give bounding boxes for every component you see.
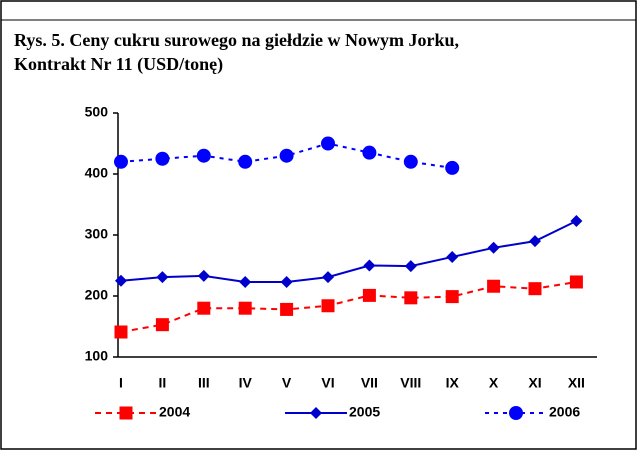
marker xyxy=(280,275,293,288)
marker xyxy=(239,275,252,288)
marker xyxy=(362,288,376,302)
x-tick-label: IX xyxy=(446,375,460,391)
marker xyxy=(404,260,417,273)
marker xyxy=(310,407,322,419)
marker xyxy=(280,302,294,316)
marker xyxy=(322,271,334,284)
marker xyxy=(115,274,127,287)
marker xyxy=(529,235,541,248)
marker xyxy=(197,301,211,315)
series-line xyxy=(120,142,453,169)
marker xyxy=(156,271,169,284)
marker xyxy=(445,290,459,304)
x-tick-label: VIII xyxy=(400,375,421,391)
marker xyxy=(362,145,377,160)
x-tick-label: VI xyxy=(321,375,334,391)
marker xyxy=(196,148,211,163)
marker xyxy=(569,275,583,289)
marker xyxy=(509,406,523,420)
y-tick-label: 500 xyxy=(85,104,109,120)
chart-title: Rys. 5. Ceny cukru surowego na giełdzie … xyxy=(14,30,459,50)
marker xyxy=(403,154,418,169)
y-tick-label: 400 xyxy=(85,165,109,181)
marker xyxy=(114,154,128,169)
marker xyxy=(114,325,128,339)
marker xyxy=(363,259,376,272)
x-tick-label: XII xyxy=(568,375,585,391)
x-tick-label: VII xyxy=(361,375,378,391)
x-tick-label: II xyxy=(159,375,167,391)
marker xyxy=(155,318,169,332)
marker xyxy=(528,282,542,296)
x-tick-label: XI xyxy=(528,375,541,391)
marker xyxy=(570,214,583,227)
marker xyxy=(487,241,500,254)
x-tick-label: IV xyxy=(239,375,253,391)
marker xyxy=(404,291,418,305)
marker xyxy=(279,148,294,163)
series-line xyxy=(120,280,577,333)
marker xyxy=(321,136,335,151)
marker xyxy=(446,250,459,263)
legend-label: 2006 xyxy=(549,404,580,420)
legend-label: 2004 xyxy=(159,404,190,420)
legend-label: 2005 xyxy=(349,404,380,420)
y-tick-label: 300 xyxy=(85,226,109,242)
marker xyxy=(238,301,252,315)
x-tick-label: X xyxy=(489,375,499,391)
series-line xyxy=(120,220,577,283)
marker xyxy=(238,154,253,169)
marker xyxy=(197,269,210,282)
marker xyxy=(321,299,335,313)
marker xyxy=(445,160,460,175)
x-tick-label: I xyxy=(119,375,123,391)
marker xyxy=(155,151,170,166)
marker xyxy=(487,279,501,293)
x-tick-label: V xyxy=(282,375,292,391)
y-tick-label: 100 xyxy=(85,348,109,364)
x-tick-label: III xyxy=(198,375,210,391)
marker xyxy=(119,406,133,420)
chart-title: Kontrakt Nr 11 (USD/tonę) xyxy=(14,54,223,75)
y-tick-label: 200 xyxy=(85,287,109,303)
